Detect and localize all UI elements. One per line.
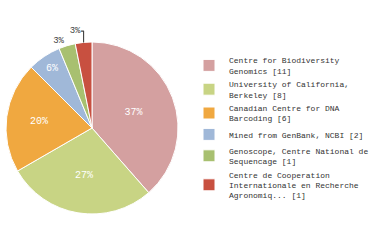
svg-text:Canadian Centre for DNABarcodi: Canadian Centre for DNABarcoding [6] bbox=[229, 104, 340, 123]
svg-text:37%: 37% bbox=[125, 107, 143, 118]
svg-text:3%: 3% bbox=[70, 26, 81, 36]
svg-text:6%: 6% bbox=[46, 63, 58, 74]
svg-text:Mined from GenBank, NCBI [2]: Mined from GenBank, NCBI [2] bbox=[229, 131, 363, 140]
svg-text:3%: 3% bbox=[53, 36, 64, 46]
svg-text:20%: 20% bbox=[30, 116, 48, 127]
svg-text:Genoscope, Centre National deS: Genoscope, Centre National deSequencage … bbox=[229, 147, 368, 166]
svg-text:Centre for BiodiversityGenomic: Centre for BiodiversityGenomics [11] bbox=[229, 56, 340, 75]
svg-text:27%: 27% bbox=[75, 170, 93, 181]
svg-text:University of California,Berke: University of California,Berkeley [8] bbox=[229, 80, 349, 99]
svg-text:Centre de CooperationInternati: Centre de CooperationInternationale en R… bbox=[229, 171, 359, 201]
